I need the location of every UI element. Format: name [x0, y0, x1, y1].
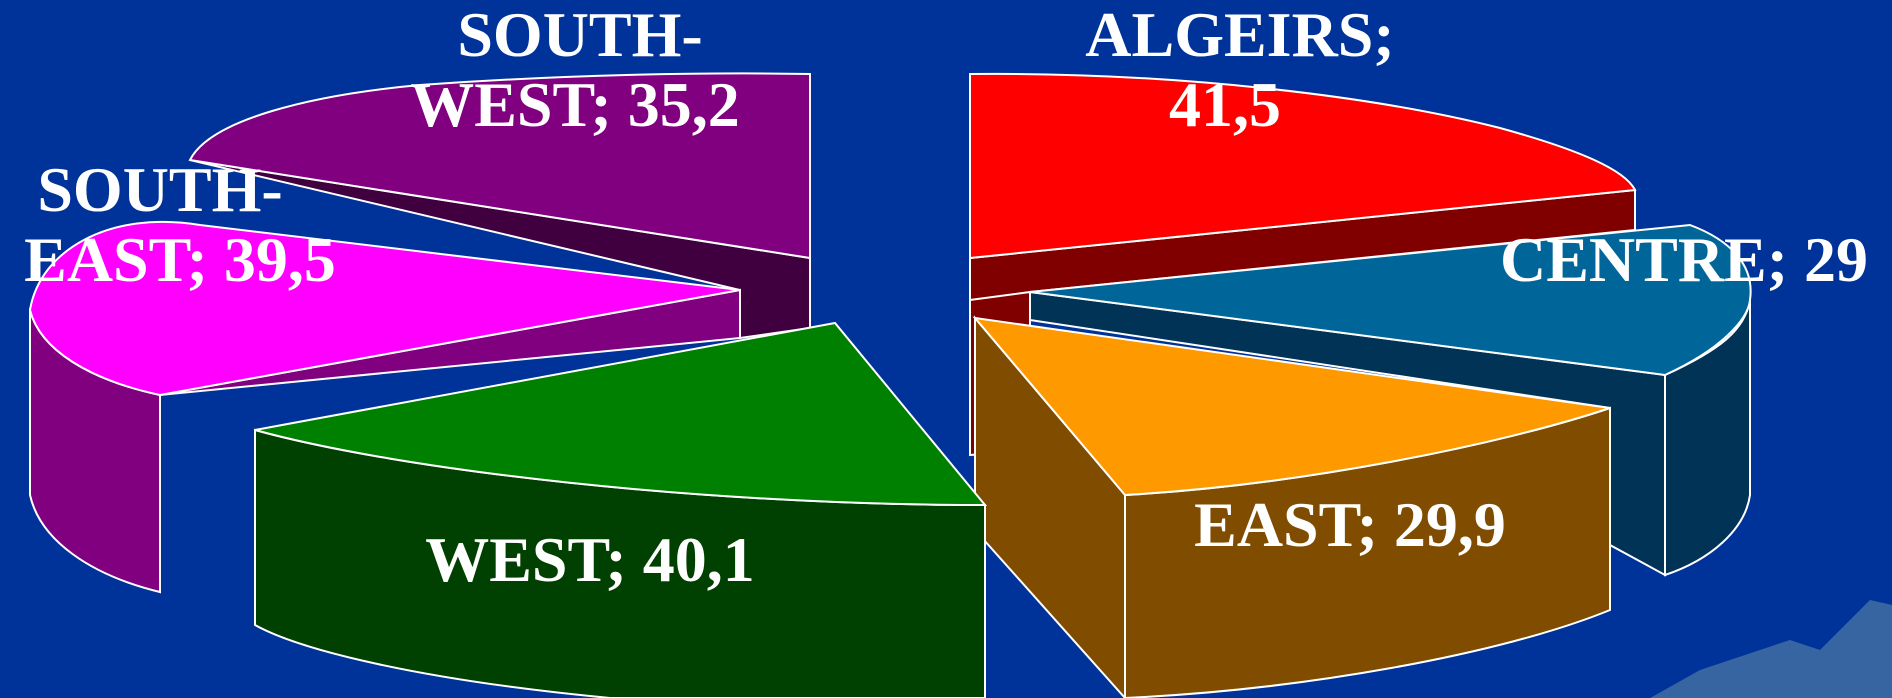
label-algeirs-line2: 41,5: [1030, 70, 1420, 140]
label-algeirs: ALGEIRS; 41,5: [1060, 0, 1420, 140]
label-south-west-line2: WEST; 35,2: [390, 70, 760, 140]
label-south-east-line1: SOUTH-: [0, 155, 360, 225]
background-mountain-shape: [1650, 600, 1892, 698]
label-south-west: SOUTH- WEST; 35,2: [400, 0, 760, 140]
label-east-line1: EAST; 29,9: [1170, 490, 1530, 560]
label-centre-line1: CENTRE; 29: [1500, 225, 1892, 295]
label-east: EAST; 29,9: [1170, 490, 1530, 560]
label-south-east: SOUTH- EAST; 39,5: [0, 155, 360, 295]
label-south-east-line2: EAST; 39,5: [0, 225, 360, 295]
label-centre: CENTRE; 29: [1500, 225, 1892, 295]
label-algeirs-line1: ALGEIRS;: [1060, 0, 1420, 70]
label-west: WEST; 40,1: [410, 525, 770, 595]
slice-west: [255, 323, 985, 698]
label-south-west-line1: SOUTH-: [400, 0, 760, 70]
label-west-line1: WEST; 40,1: [410, 525, 770, 595]
